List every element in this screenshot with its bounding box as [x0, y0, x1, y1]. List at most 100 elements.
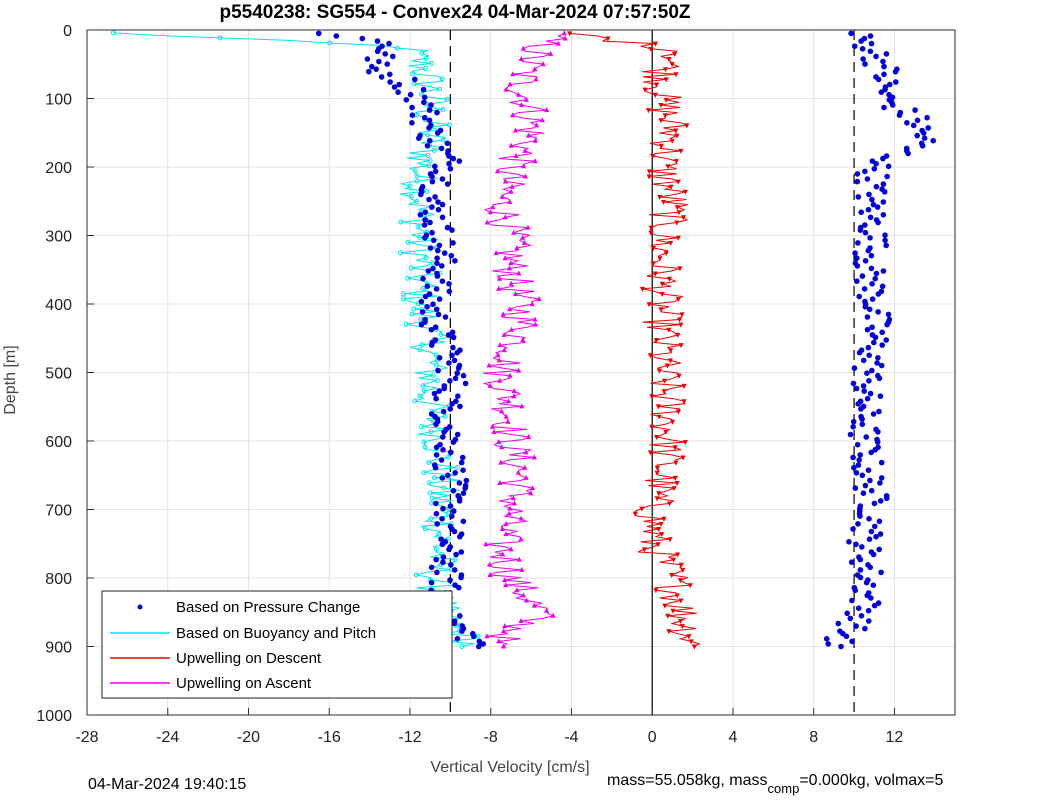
data-point [867, 390, 874, 397]
data-point [665, 164, 671, 170]
data-point [859, 544, 865, 550]
data-point [454, 465, 460, 470]
data-point [867, 48, 874, 55]
data-point [415, 224, 421, 230]
data-point [429, 178, 436, 185]
data-point [678, 619, 684, 624]
data-point [562, 35, 568, 41]
data-point [860, 56, 866, 62]
data-point [435, 206, 442, 213]
data-point [868, 487, 875, 494]
data-point [514, 587, 520, 593]
data-point [436, 388, 443, 394]
data-point [866, 352, 872, 359]
data-point [561, 30, 567, 36]
y-tick-label: 800 [45, 571, 72, 588]
data-point [417, 234, 423, 240]
data-point [434, 546, 440, 552]
data-point [429, 229, 435, 236]
data-point [859, 416, 865, 423]
data-point [889, 102, 896, 108]
data-point [501, 347, 507, 353]
data-point [871, 339, 877, 346]
data-point [921, 135, 928, 141]
data-point [519, 403, 525, 409]
data-point [430, 237, 437, 244]
data-point [646, 169, 652, 175]
data-point [217, 35, 223, 41]
data-point [666, 629, 672, 635]
data-point [854, 278, 860, 285]
data-point [425, 153, 431, 158]
data-point [863, 434, 869, 440]
data-point [420, 383, 426, 389]
data-point [386, 40, 392, 47]
data-point [444, 96, 450, 102]
data-point [502, 214, 508, 220]
data-point [654, 496, 660, 502]
data-point [419, 342, 425, 348]
data-point [555, 40, 561, 46]
data-point [823, 636, 830, 642]
data-point [654, 470, 660, 476]
data-point [852, 587, 858, 594]
data-point [418, 424, 424, 430]
data-point [862, 168, 868, 175]
y-tick-label: 1000 [36, 708, 72, 725]
data-point [877, 393, 884, 400]
data-point [870, 411, 877, 417]
data-point [914, 132, 920, 139]
data-point [409, 311, 415, 317]
data-point [429, 495, 435, 501]
data-point [447, 577, 453, 583]
data-point [446, 122, 452, 128]
data-point [678, 148, 684, 154]
data-point [878, 362, 885, 369]
data-point [844, 610, 850, 617]
data-point [426, 459, 432, 465]
data-point [863, 579, 870, 586]
data-point [905, 150, 911, 157]
data-point [648, 225, 654, 231]
data-point [444, 181, 451, 187]
data-point [439, 475, 446, 481]
data-point [674, 133, 680, 139]
data-point [503, 582, 509, 588]
data-point [493, 250, 499, 256]
data-point [859, 421, 866, 428]
data-point [511, 388, 517, 394]
data-point [676, 373, 682, 379]
data-point [868, 595, 874, 601]
data-point [382, 51, 389, 57]
data-point [680, 215, 686, 221]
data-point [663, 251, 669, 257]
data-point [487, 209, 493, 215]
legend-label: Based on Pressure Change [176, 599, 360, 616]
data-point [425, 132, 431, 138]
data-point [511, 229, 517, 235]
data-point [881, 71, 887, 78]
data-point [444, 224, 451, 231]
data-point [550, 612, 556, 618]
data-point [447, 503, 454, 509]
data-point [864, 370, 870, 377]
data-point [654, 435, 660, 440]
data-point [460, 518, 467, 525]
data-point [412, 76, 418, 83]
data-point [487, 561, 493, 567]
data-point [536, 296, 542, 302]
data-point [876, 546, 882, 553]
data-point [656, 527, 662, 532]
data-point [413, 572, 419, 578]
data-point [678, 598, 684, 604]
data-point [434, 260, 440, 267]
data-point [664, 363, 670, 369]
data-point [419, 309, 426, 315]
data-point [673, 460, 679, 466]
data-point [884, 321, 890, 328]
data-point [871, 602, 878, 609]
legend-box [101, 590, 453, 699]
data-point [855, 605, 862, 611]
data-point [431, 475, 437, 481]
